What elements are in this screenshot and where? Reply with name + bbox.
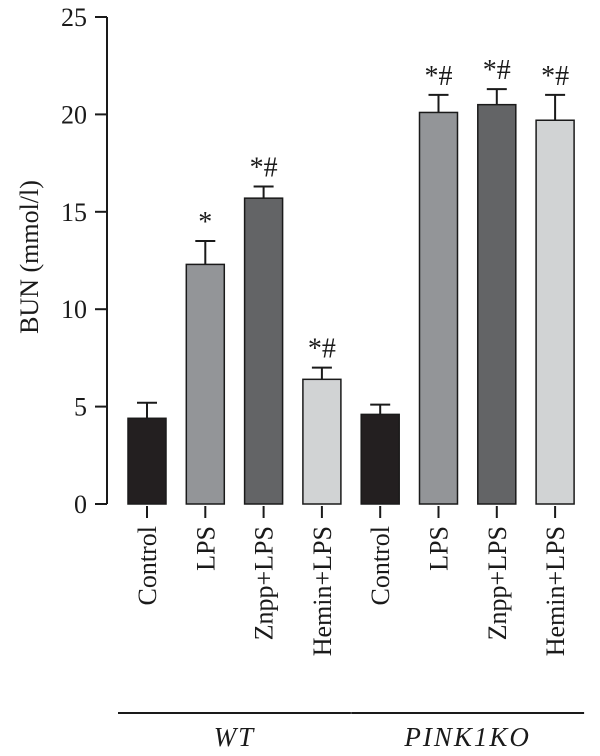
bar <box>185 263 226 505</box>
bar <box>243 197 284 505</box>
y-tick-label: 15 <box>61 198 87 227</box>
bar <box>477 103 517 505</box>
x-tick-label: Hemin+LPS <box>541 526 570 656</box>
bar <box>360 413 400 505</box>
x-tick-label: Hemin+LPS <box>308 526 337 656</box>
significance-label: *# <box>425 61 453 92</box>
bar <box>535 119 575 505</box>
x-tick-label: Znpp+LPS <box>483 526 512 640</box>
significance-label: * <box>198 207 212 238</box>
labels: Control * LPS *# Znpp+LPS *# Hemin+LPS Control *… <box>133 55 570 752</box>
group-label: PINK1KO <box>403 722 531 752</box>
bars <box>127 88 575 505</box>
bar <box>302 378 342 505</box>
axes: 0 5 10 15 20 25 <box>61 3 585 714</box>
y-tick-label: 25 <box>61 3 87 32</box>
significance-label: *# <box>541 61 569 92</box>
y-axis-label: BUN (mmol/l) <box>15 180 44 334</box>
y-tick-label: 10 <box>61 295 87 324</box>
x-tick-label: LPS <box>425 526 454 571</box>
significance-label: *# <box>308 334 336 365</box>
x-tick-label: LPS <box>191 526 220 571</box>
group-label: WT <box>214 722 256 752</box>
x-tick-label: Control <box>366 526 395 605</box>
y-tick-label: 0 <box>74 490 87 519</box>
significance-label: *# <box>483 55 511 86</box>
x-tick-label: Control <box>133 526 162 605</box>
x-tick-label: Znpp+LPS <box>250 526 279 640</box>
y-tick-label: 5 <box>74 393 87 422</box>
y-tick-label: 20 <box>61 100 87 129</box>
significance-label: *# <box>250 152 278 183</box>
bar <box>127 417 167 505</box>
bar <box>418 111 459 505</box>
